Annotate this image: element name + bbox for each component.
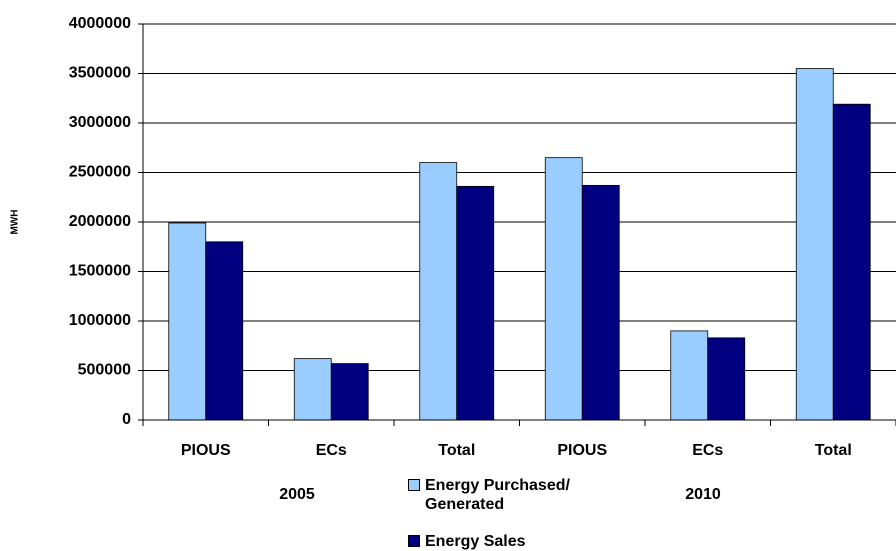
x-tick-label: PIOUS <box>557 442 607 459</box>
legend-label: Energy Sales <box>425 533 526 550</box>
bar <box>670 330 709 421</box>
y-tick-label: 3500000 <box>69 65 131 82</box>
x-tick-label: ECs <box>316 442 347 459</box>
legend-swatch <box>408 479 420 491</box>
legend-swatch <box>408 535 420 547</box>
y-tick-label: 3000000 <box>69 114 131 131</box>
bar <box>456 185 495 421</box>
y-tick-label: 1500000 <box>69 263 131 280</box>
group-label: 2005 <box>279 486 315 503</box>
group-label: 2010 <box>685 486 721 503</box>
bar <box>330 363 369 421</box>
y-tick-label: 4000000 <box>69 15 131 32</box>
bar <box>293 358 332 421</box>
bar <box>168 222 207 421</box>
bar <box>581 184 620 421</box>
bar <box>544 157 583 421</box>
bar <box>419 162 458 421</box>
bar <box>707 337 746 421</box>
x-tick-label: PIOUS <box>181 442 231 459</box>
y-tick-label: 2000000 <box>69 213 131 230</box>
y-tick-label: 2500000 <box>69 164 131 181</box>
bar <box>832 103 871 421</box>
legend-label: Energy Purchased/ Generated <box>425 477 570 513</box>
bar <box>205 241 244 421</box>
y-tick-label: 500000 <box>78 362 131 379</box>
x-tick-label: Total <box>815 442 852 459</box>
bar <box>795 68 834 421</box>
x-tick-label: Total <box>438 442 475 459</box>
x-tick-label: ECs <box>692 442 723 459</box>
y-axis-label: MWH <box>10 210 21 235</box>
y-tick-label: 0 <box>122 411 131 428</box>
y-tick-label: 1000000 <box>69 312 131 329</box>
